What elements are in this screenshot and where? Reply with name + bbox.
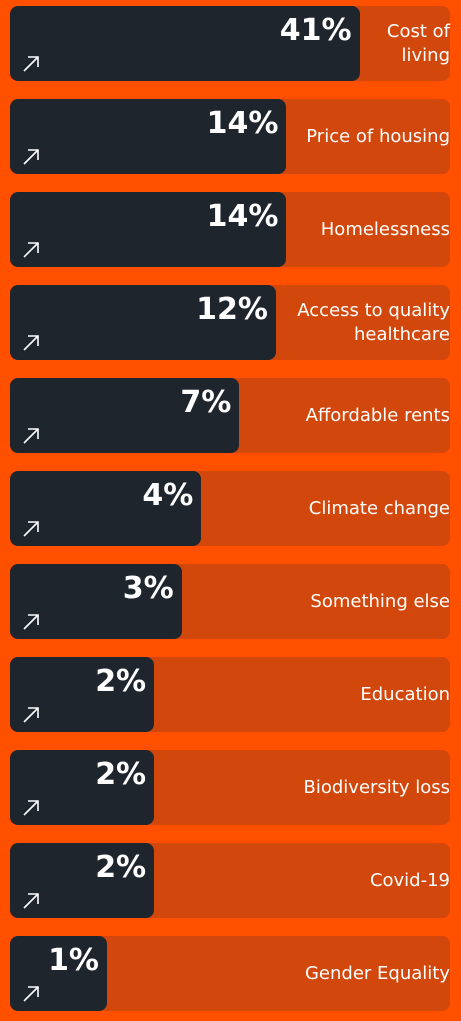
arrow-icon xyxy=(23,56,39,72)
value-label: 7% xyxy=(180,385,232,420)
category-label: Homelessness xyxy=(320,218,450,240)
value-label: 4% xyxy=(142,478,194,513)
bar: 14% xyxy=(10,192,287,267)
value-label: 2% xyxy=(95,757,147,792)
arrow-icon xyxy=(23,428,39,444)
arrow-icon xyxy=(23,335,39,351)
category-label: Gender Equality xyxy=(304,962,450,984)
category-label: Cost of living xyxy=(386,20,450,66)
bar: 2% xyxy=(10,750,155,825)
category-label: Access to quality healthcare xyxy=(297,299,450,345)
value-label: 3% xyxy=(122,571,174,606)
arrow-icon xyxy=(23,242,39,258)
arrow-icon xyxy=(23,521,39,537)
bar-track: Gender Equality 1% xyxy=(10,936,450,1011)
bar-track: Climate change 4% xyxy=(10,471,450,546)
category-label: Biodiversity loss xyxy=(303,776,451,798)
value-label: 2% xyxy=(95,664,147,699)
arrow-icon xyxy=(23,986,39,1002)
arrow-icon xyxy=(23,707,39,723)
value-label: 14% xyxy=(206,199,279,234)
category-label: Covid-19 xyxy=(369,869,450,891)
bar: 1% xyxy=(10,936,107,1011)
value-label: 1% xyxy=(48,943,99,978)
value-label: 2% xyxy=(95,850,147,885)
arrow-icon xyxy=(23,893,39,909)
bar-track: Price of housing 14% xyxy=(10,99,450,174)
bar: 14% xyxy=(10,99,287,174)
value-label: 12% xyxy=(196,292,268,327)
bar: 2% xyxy=(10,657,155,732)
bar: 2% xyxy=(10,843,155,918)
arrow-icon xyxy=(23,149,39,165)
bar: 3% xyxy=(10,564,182,639)
bar: 12% xyxy=(10,285,276,360)
value-label: 14% xyxy=(206,106,279,141)
bar-track: Access to quality healthcare 12% xyxy=(10,285,450,360)
bar-track: Education 2% xyxy=(10,657,450,732)
category-label: Education xyxy=(360,683,450,705)
category-label: Climate change xyxy=(308,497,450,519)
category-label: Price of housing xyxy=(306,125,450,147)
category-label: Something else xyxy=(310,590,450,612)
bar-track: Cost of living 41% xyxy=(10,6,450,81)
value-label: 41% xyxy=(279,13,352,48)
bar: 4% xyxy=(10,471,202,546)
bar-track: Covid-19 2% xyxy=(10,843,450,918)
category-label: Affordable rents xyxy=(305,404,450,426)
bar-track: Biodiversity loss 2% xyxy=(10,750,450,825)
bar-track: Something else 3% xyxy=(10,564,450,639)
bar: 7% xyxy=(10,378,240,453)
arrow-icon xyxy=(23,800,39,816)
bar-track: Homelessness 14% xyxy=(10,192,450,267)
arrow-icon xyxy=(23,614,39,630)
bar-track: Affordable rents 7% xyxy=(10,378,450,453)
bar: 41% xyxy=(10,6,360,81)
